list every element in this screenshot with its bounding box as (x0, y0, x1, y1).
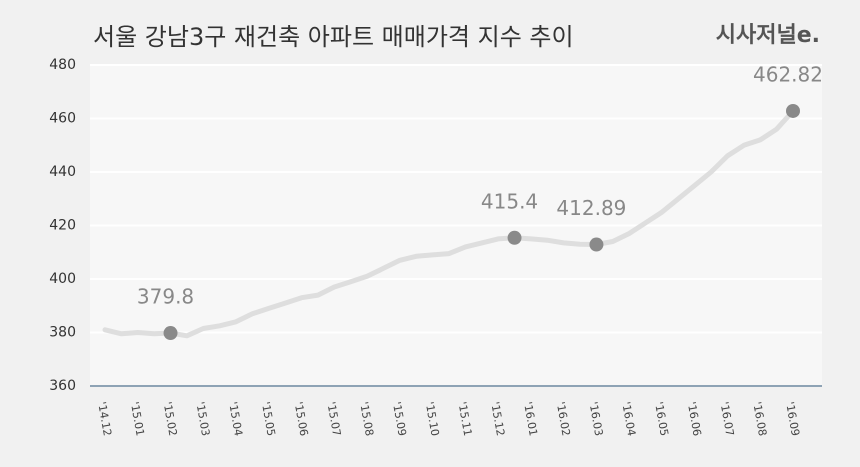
data-label: 379.8 (137, 285, 194, 309)
brand-logo: 시사저널e. (716, 23, 820, 48)
data-label: 412.89 (556, 196, 626, 220)
x-tick-label: '16.05 (652, 401, 671, 437)
x-tick-label: '15.02 (161, 401, 180, 437)
data-point (507, 230, 522, 245)
series-line (102, 108, 796, 339)
y-tick-label: 420 (49, 218, 76, 234)
x-tick-label: '16.07 (718, 401, 737, 437)
x-tick-label: '16.02 (554, 401, 573, 437)
y-tick-label: 360 (49, 378, 76, 394)
x-tick-label: '14.12 (95, 401, 114, 437)
x-tick-label: '15.07 (324, 401, 343, 437)
data-label: 415.4 (481, 189, 538, 213)
y-tick-label: 440 (49, 164, 76, 180)
x-tick-label: '15.04 (226, 401, 245, 437)
x-tick-label: '15.05 (259, 401, 278, 437)
x-tick-label: '16.04 (619, 401, 638, 437)
x-tick-label: '15.08 (357, 401, 376, 437)
y-tick-label: 380 (49, 325, 76, 341)
data-point (589, 237, 604, 252)
x-tick-label: '15.01 (128, 401, 147, 437)
data-point (163, 326, 178, 341)
x-tick-label: '15.11 (455, 401, 474, 437)
x-tick-label: '16.03 (587, 401, 606, 437)
x-tick-label: '15.06 (292, 401, 311, 437)
x-tick-label: '15.09 (390, 401, 409, 437)
x-tick-label: '16.09 (783, 401, 802, 437)
x-tick-label: '16.08 (750, 401, 769, 437)
y-tick-label: 400 (49, 271, 76, 287)
x-tick-label: '15.12 (488, 401, 507, 437)
y-tick-label: 480 (49, 57, 76, 73)
x-tick-label: '16.01 (521, 401, 540, 437)
data-label: 462.82 (753, 62, 823, 86)
chart-title: 서울 강남3구 재건축 아파트 매매가격 지수 추이 (93, 23, 574, 51)
x-tick-label: '16.06 (685, 401, 704, 437)
x-tick-label: '15.10 (423, 401, 442, 437)
data-point (786, 103, 800, 118)
y-tick-label: 460 (49, 111, 76, 127)
x-tick-label: '15.03 (193, 401, 212, 437)
